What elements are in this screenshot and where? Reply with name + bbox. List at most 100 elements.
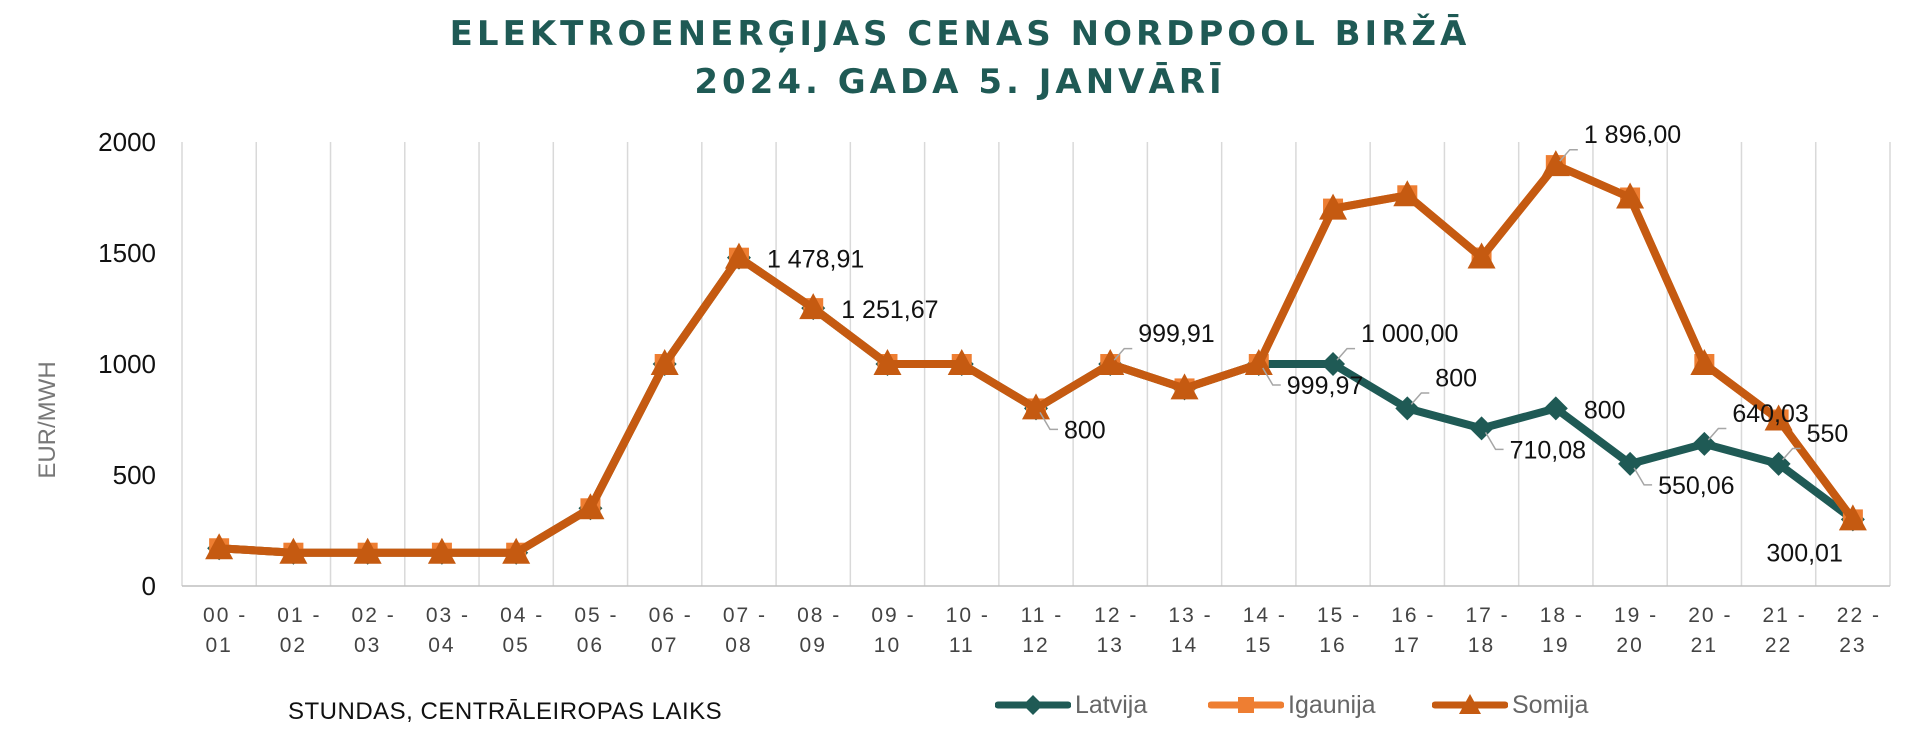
x-tick-label: 11 [949, 634, 975, 657]
chart-subtitle: 2024. GADA 5. JANVĀRĪ [694, 62, 1226, 102]
data-point-somija [279, 537, 308, 564]
x-tick-label: 09 - [871, 604, 915, 627]
legend-label-latvija: Latvija [1075, 690, 1148, 719]
data-point-somija [724, 242, 753, 269]
x-tick-label: 19 [1542, 634, 1569, 657]
x-tick-label: 15 - [1317, 604, 1361, 627]
data-point-somija [1764, 404, 1793, 431]
x-tick-label: 09 [800, 634, 827, 657]
data-point-somija [576, 493, 605, 520]
x-tick-label: 13 [1097, 634, 1124, 657]
legend-item-latvija: Latvija [995, 690, 1147, 720]
legend-label-somija: Somija [1512, 690, 1589, 719]
x-tick-label: 00 - [203, 604, 247, 627]
data-label-leader [1559, 148, 1578, 162]
y-tick-label: 1500 [98, 238, 156, 268]
data-label: 1 478,91 [767, 246, 864, 274]
data-label: 550 [1807, 420, 1849, 448]
x-tick-label: 07 - [723, 604, 767, 627]
data-label: 640,03 [1732, 400, 1808, 428]
legend-marker-latvija [995, 695, 1071, 715]
data-point-somija [947, 349, 976, 375]
x-tick-label: 04 [428, 634, 455, 657]
x-tick-label: 16 [1319, 634, 1346, 657]
data-label-leader [1410, 392, 1430, 405]
x-tick-label: 08 [725, 634, 752, 657]
x-tick-label: 05 - [574, 604, 618, 627]
x-tick-label: 22 [1765, 634, 1792, 657]
data-point-somija [205, 533, 234, 560]
y-tick-label: 500 [113, 460, 156, 490]
data-point-somija [1393, 180, 1422, 207]
data-point-somija [1170, 373, 1199, 400]
x-tick-label: 12 [1022, 634, 1049, 657]
data-label: 999,97 [1287, 372, 1363, 400]
x-tick-label: 18 [1468, 634, 1495, 657]
data-label: 710,08 [1510, 436, 1586, 464]
data-label-leader [1633, 467, 1653, 486]
data-label: 800 [1435, 364, 1477, 392]
x-tick-label: 21 [1691, 634, 1718, 657]
x-tick-label: 03 - [426, 604, 470, 627]
data-label: 999,91 [1138, 320, 1214, 348]
x-tick-label: 13 - [1168, 604, 1212, 627]
y-tick-label: 2000 [98, 127, 156, 157]
data-label-leader [1336, 347, 1356, 361]
x-tick-label: 22 - [1837, 604, 1881, 627]
legend-item-somija: Somija [1432, 690, 1588, 720]
data-point-somija [353, 537, 382, 564]
data-label-leader [1113, 347, 1133, 361]
x-tick-label: 14 [1171, 634, 1198, 657]
data-label: 300,01 [1766, 539, 1842, 567]
x-tick-label: 01 - [277, 604, 321, 627]
data-label-leader [1707, 427, 1727, 441]
x-tick-label: 05 [502, 634, 529, 657]
data-point-somija [1616, 182, 1645, 209]
data-point-somija [1096, 349, 1125, 376]
x-tick-label: 14 - [1243, 604, 1287, 627]
chart-title: ELEKTROENERĢIJAS CENAS NORDPOOL BIRŽĀ [449, 14, 1471, 54]
y-tick-label: 1000 [98, 349, 156, 379]
x-tick-label: 11 - [1021, 604, 1064, 627]
data-point-somija [1541, 150, 1570, 177]
x-tick-label: 17 [1394, 634, 1421, 657]
x-tick-label: 07 [651, 634, 678, 657]
legend-marker-igaunija [1208, 697, 1284, 713]
x-tick-label: 16 - [1391, 604, 1435, 627]
data-point-somija [1319, 193, 1348, 220]
x-tick-label: 02 [280, 634, 307, 657]
data-point-somija [502, 537, 531, 564]
x-axis-label: STUNDAS, CENTRĀLEIROPAS LAIKS [288, 698, 723, 725]
x-tick-label: 03 [354, 634, 381, 657]
x-tick-label: 17 - [1465, 604, 1509, 627]
x-tick-label: 18 - [1540, 604, 1584, 627]
data-label: 800 [1064, 416, 1106, 444]
data-label-leader [1484, 431, 1504, 451]
x-tick-label: 04 - [500, 604, 544, 627]
data-point-latvija [1543, 396, 1568, 421]
x-tick-label: 21 - [1763, 604, 1807, 627]
legend-item-igaunija: Igaunija [1208, 690, 1376, 720]
x-tick-label: 23 [1839, 634, 1866, 657]
x-tick-label: 20 - [1688, 604, 1732, 627]
data-label: 1 896,00 [1584, 121, 1681, 149]
x-tick-label: 20 [1616, 634, 1643, 657]
data-label: 1 000,00 [1361, 320, 1458, 348]
x-tick-label: 08 - [797, 604, 841, 627]
x-tick-label: 02 - [352, 604, 396, 627]
data-point-somija [873, 349, 902, 375]
x-tick-label: 10 [874, 634, 901, 657]
data-point-somija [427, 537, 456, 564]
x-tick-label: 06 - [649, 604, 693, 627]
x-tick-label: 15 [1245, 634, 1272, 657]
data-point-somija [1690, 349, 1719, 375]
data-point-somija [799, 293, 828, 320]
data-point-somija [1022, 393, 1050, 420]
series-line-somija [215, 161, 1857, 557]
data-label: 800 [1584, 396, 1626, 424]
legend-label-igaunija: Igaunija [1288, 690, 1376, 719]
y-tick-label: 0 [142, 571, 156, 601]
x-tick-label: 06 [577, 634, 604, 657]
